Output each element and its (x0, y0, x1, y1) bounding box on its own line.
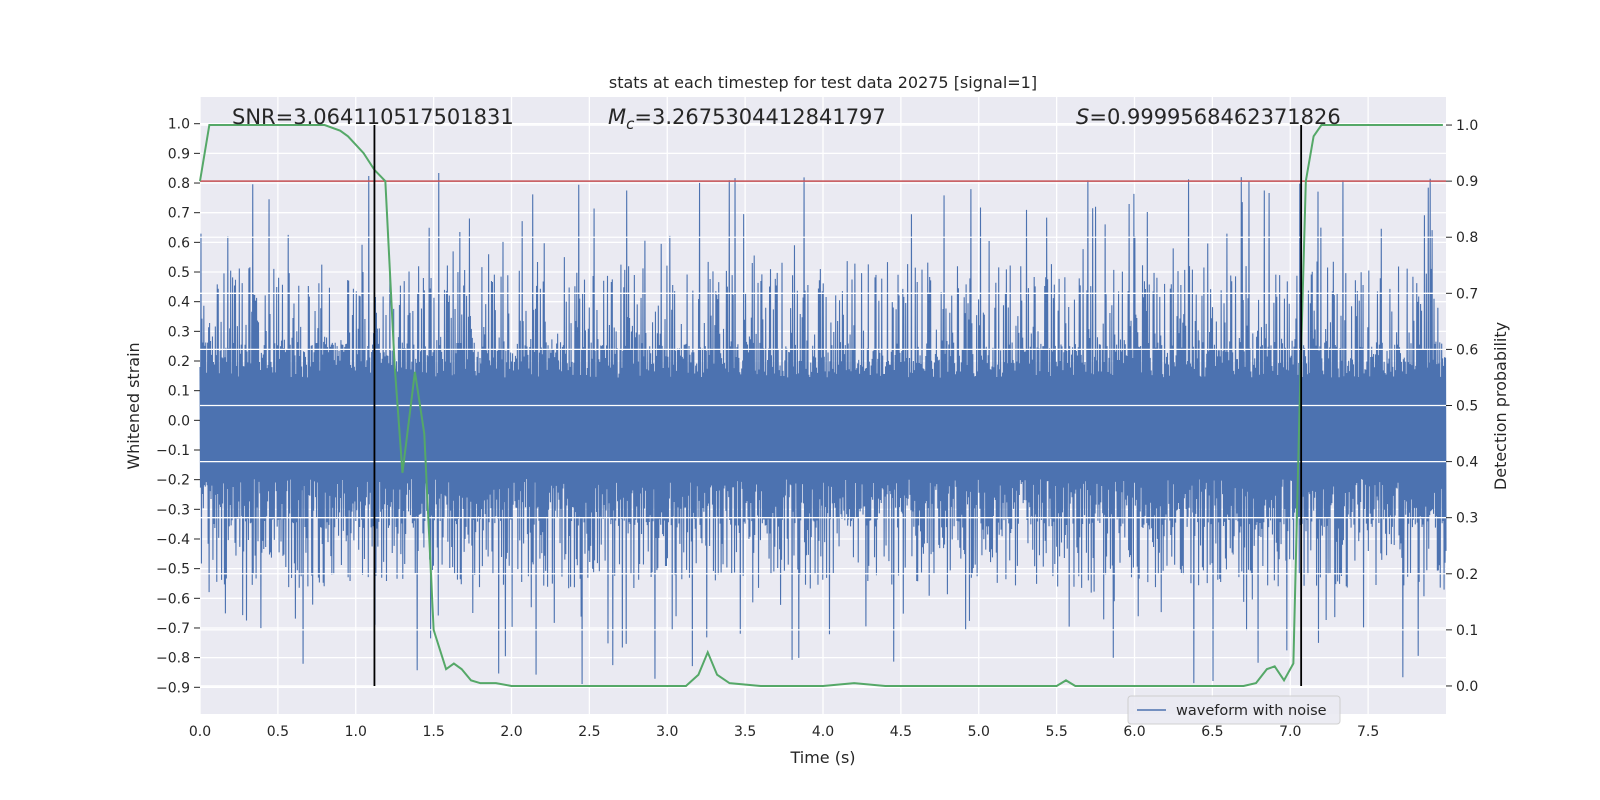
x-axis-label: Time (s) (789, 748, 855, 767)
y2-tick-label: 0.6 (1456, 342, 1478, 358)
score-symbol: S (1076, 105, 1089, 129)
y2-ticks: 1.0 0.9 0.8 0.7 0.6 0.5 0.4 0.3 0.2 0.1 0.0 (1446, 118, 1478, 695)
y-tick-label: 0.4 (168, 295, 190, 311)
chirp-mass-subscript: c (626, 115, 635, 133)
waveform-with-noise-line (199, 172, 1447, 685)
y-tick-label: 0.3 (168, 324, 190, 340)
y-tick-label: 1.0 (168, 117, 190, 133)
y-tick-label: −0.6 (156, 591, 190, 607)
waveform-series (199, 172, 1447, 685)
x-tick-label: 7.5 (1357, 724, 1379, 740)
y-tick-label: 0.2 (168, 354, 190, 370)
y2-tick-label: 1.0 (1456, 118, 1478, 134)
marker-lines (373, 125, 1303, 686)
y2-tick-label: 0.0 (1456, 679, 1478, 695)
detection-probability-line (199, 124, 1443, 687)
legend-label: waveform with noise (1176, 703, 1327, 719)
y-tick-label: 0.8 (168, 176, 190, 192)
y2-tick-label: 0.9 (1456, 174, 1478, 190)
y-ticks: 1.0 0.9 0.8 0.7 0.6 0.5 0.4 0.3 0.2 0.1 0.0 −0.1 −0.… (156, 117, 200, 696)
x-tick-label: 1.0 (345, 724, 367, 740)
score-annotation: S=0.9999568462371826 (1076, 105, 1341, 129)
x-tick-label: 4.5 (890, 724, 912, 740)
score-value: =0.9999568462371826 (1089, 105, 1340, 129)
snr-annotation: SNR=3.064110517501831 (232, 105, 514, 129)
y-tick-label: 0.7 (168, 206, 190, 222)
chirp-mass-symbol: M (608, 105, 626, 129)
y-tick-label: −0.8 (156, 651, 190, 667)
x-tick-label: 6.0 (1123, 724, 1145, 740)
y2-axis-label: Detection probability (1491, 322, 1510, 490)
x-tick-label: 4.0 (812, 724, 834, 740)
y-tick-label: −0.2 (156, 473, 190, 489)
y-tick-label: 0.5 (168, 265, 190, 281)
y2-tick-label: 0.5 (1456, 399, 1478, 415)
x-tick-label: 3.5 (734, 724, 756, 740)
x-tick-label: 3.0 (656, 724, 678, 740)
chirp-mass-annotation: Mc=3.2675304412841797 (608, 105, 886, 133)
y-tick-label: −0.3 (156, 502, 190, 518)
y-tick-label: 0.9 (168, 146, 190, 162)
legend: waveform with noise (1127, 695, 1341, 725)
legend-box (1127, 695, 1341, 725)
y2-tick-label: 0.3 (1456, 511, 1478, 527)
y-tick-label: 0.0 (168, 413, 190, 429)
x-ticks: 0.0 0.5 1.0 1.5 2.0 2.5 3.0 3.5 4.0 4.5 5.0 5.5 6.0 6… (189, 724, 1379, 740)
chirp-mass-value: =3.2675304412841797 (634, 105, 885, 129)
y-tick-label: 0.6 (168, 235, 190, 251)
y-tick-label: −0.1 (156, 443, 190, 459)
y-tick-label: 0.1 (168, 384, 190, 400)
x-tick-label: 1.5 (422, 724, 444, 740)
x-tick-label: 2.5 (578, 724, 600, 740)
y2-tick-label: 0.8 (1456, 230, 1478, 246)
y-tick-label: −0.9 (156, 680, 190, 696)
chart-title: stats at each timestep for test data 202… (609, 73, 1037, 92)
y-axis-label: Whitened strain (124, 342, 143, 469)
x-tick-label: 0.0 (189, 724, 211, 740)
x-tick-label: 6.5 (1201, 724, 1223, 740)
y2-tick-label: 0.4 (1456, 455, 1478, 471)
y-tick-label: −0.4 (156, 532, 190, 548)
probability-series (199, 124, 1443, 687)
x-tick-label: 7.0 (1279, 724, 1301, 740)
y-tick-label: −0.5 (156, 562, 190, 578)
y2-tick-label: 0.1 (1456, 623, 1478, 639)
x-tick-label: 5.0 (968, 724, 990, 740)
x-tick-label: 2.0 (500, 724, 522, 740)
x-tick-label: 0.5 (267, 724, 289, 740)
y-tick-label: −0.7 (156, 621, 190, 637)
y2-tick-label: 0.2 (1456, 567, 1478, 583)
x-tick-label: 5.5 (1045, 724, 1067, 740)
y2-tick-label: 0.7 (1456, 286, 1478, 302)
